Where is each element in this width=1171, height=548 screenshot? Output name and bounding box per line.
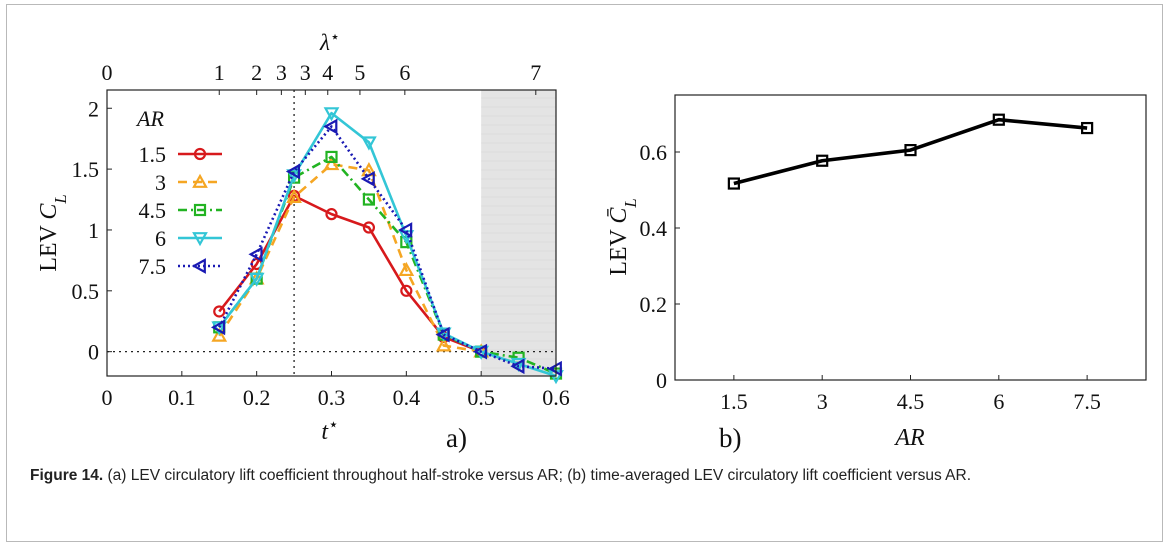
data-point-ar-6 (323, 107, 340, 122)
x-tick-label: 0 (102, 385, 113, 410)
legend-marker (192, 173, 208, 188)
data-point (904, 144, 917, 157)
data-point-ar-3 (398, 261, 415, 277)
top-x-tick-label: 3 (276, 60, 287, 85)
legend-marker (193, 147, 207, 161)
data-point (727, 177, 740, 190)
caption-text: (a) LEV circulatory lift coefficient thr… (103, 467, 972, 484)
tick-group: 0 0.1 0.2 0.3 0.4 0.5 0.600.511.520 1 2 3 3 4 5 6 7 (72, 60, 570, 410)
data-point-ar-1-5 (325, 208, 338, 221)
y-axis-label: LEV C̄L (606, 198, 640, 276)
top-x-tick-label: 2 (251, 60, 262, 85)
axes-frame (674, 94, 1147, 381)
legend-label: 7.5 (139, 254, 167, 279)
x-axis-label: AR (893, 425, 925, 451)
top-x-tick-label: 4 (322, 60, 333, 85)
top-x-tick-label: 1 (214, 60, 225, 85)
x-tick-label: 0.5 (467, 385, 495, 410)
data-point (1081, 121, 1094, 135)
data-point-ar-6 (361, 136, 377, 151)
data-point-ar-7-5 (510, 358, 525, 375)
data-point-ar-1-5 (362, 221, 376, 234)
data-point-ar-7-5 (472, 343, 488, 360)
data-point-ar-7-5 (360, 170, 375, 187)
panel-a-chart: AR 1.5 3 4.5 6 7.5 0 0.1 0.2 0.3 0.4 0.5 0.6 0 0.5 1 1.… (36, 29, 570, 454)
tick-group: 1.5 3 4.5 6 7.5 0 0.2 0.4 0.6 (640, 140, 1101, 414)
data-point-ar-7-5 (435, 326, 450, 343)
data-point-ar-7-5 (248, 246, 263, 263)
legend-marker (192, 232, 208, 247)
y-tick-label: 0.5 (72, 279, 100, 304)
data-point-ar-4-5 (362, 193, 376, 206)
series-line (733, 117, 1088, 186)
data-point-ar-3 (211, 327, 228, 342)
figure-frame (6, 4, 1163, 542)
data-point-ar-6 (248, 272, 265, 287)
data-point-ar-7-5 (210, 319, 226, 336)
y-tick-label: 2 (88, 96, 99, 121)
x-tick-label: 7.5 (1073, 389, 1101, 414)
series-group (210, 107, 564, 385)
top-x-tick-label: 6 (399, 60, 410, 85)
legend-label: 1.5 (139, 142, 167, 167)
panel-b-chart: 1.5 3 4.5 6 7.5 0 0.2 0.4 0.6 AR LEV C̄L b) (606, 94, 1147, 453)
x-tick-label: 3 (817, 389, 828, 414)
data-point-ar-7-5 (285, 163, 300, 180)
top-x-tick-label: 5 (354, 60, 365, 85)
series-line-ar-7-5 (218, 125, 557, 370)
y-tick-label: 0.6 (640, 140, 668, 165)
legend-title: AR (135, 106, 164, 131)
data-point (816, 154, 829, 167)
y-axis-label: LEV CL (36, 194, 70, 272)
x-tick-label: 1.5 (720, 389, 748, 414)
x-tick-label: 0.3 (318, 385, 346, 410)
legend-label: 4.5 (139, 198, 167, 223)
top-x-tick-label: 7 (530, 60, 541, 85)
data-point-ar-3 (323, 155, 340, 171)
y-tick-label: 0 (88, 340, 99, 365)
data-point-ar-7-5 (323, 118, 338, 135)
top-x-tick-label: 3 (300, 60, 311, 85)
series-group (727, 113, 1094, 190)
legend-marker (191, 258, 206, 274)
data-point (992, 113, 1005, 126)
data-point-ar-1-5 (400, 284, 413, 297)
y-tick-label: 0.4 (640, 216, 668, 241)
top-x-tick-label: 0 (102, 60, 113, 85)
data-point-ar-1-5 (213, 305, 226, 318)
data-point-ar-3 (286, 188, 302, 203)
legend: AR 1.5 3 4.5 6 7.5 (135, 106, 222, 279)
y-tick-label: 1.5 (72, 157, 100, 182)
panel-label: a) (446, 423, 467, 453)
y-tick-label: 1 (88, 218, 99, 243)
x-tick-label: 0.4 (393, 385, 421, 410)
legend-label: 3 (155, 170, 166, 195)
legend-marker (193, 203, 207, 217)
data-point-ar-7-5 (398, 222, 413, 238)
x-tick-label: 0.1 (168, 385, 196, 410)
top-axis-label: λ⋆ (319, 29, 340, 56)
figure-caption: Figure 14. (a) LEV circulatory lift coef… (30, 465, 1140, 486)
legend-label: 6 (155, 226, 166, 251)
y-tick-label: 0.2 (640, 292, 668, 317)
y-tick-label: 0 (656, 368, 667, 393)
x-tick-label: 6 (993, 389, 1004, 414)
data-point-ar-4-5 (325, 150, 338, 164)
data-point-ar-3 (435, 337, 452, 352)
panel-label: b) (719, 423, 742, 453)
x-tick-label: 0.2 (243, 385, 271, 410)
x-tick-label: 4.5 (897, 389, 925, 414)
x-tick-label: 0.6 (542, 385, 570, 410)
x-axis-label: t⋆ (321, 415, 338, 446)
caption-label: Figure 14. (30, 467, 104, 484)
